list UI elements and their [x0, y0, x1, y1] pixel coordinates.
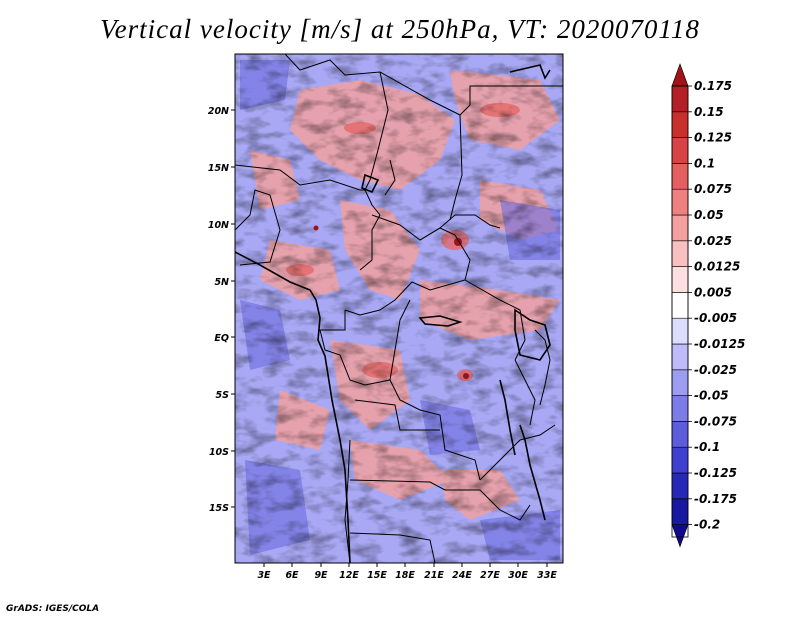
colorbar-swatch	[671, 240, 689, 267]
colorbar-swatch	[671, 63, 689, 87]
colorbar-label: -0.175	[694, 492, 737, 506]
lon-tick-label: 27E	[480, 570, 500, 581]
colorbar-frame	[671, 85, 689, 538]
colorbar-swatch	[671, 163, 689, 190]
plot-title: Vertical velocity [m/s] at 250hPa, VT: 2…	[100, 14, 700, 44]
lat-tick-label: EQ	[214, 333, 229, 344]
lon-axis	[263, 563, 548, 567]
colorbar-label: 0.125	[694, 131, 732, 145]
lat-tick-label: 10N	[208, 220, 229, 231]
colorbar-swatch	[671, 524, 689, 548]
lon-tick-label: 18E	[395, 570, 415, 581]
colorbar-label: 0.15	[694, 105, 724, 119]
lon-tick-label: 21E	[424, 570, 444, 581]
lat-tick-label: 10S	[209, 447, 229, 458]
colorbar-swatch	[671, 395, 689, 422]
lat-tick-label: 5N	[214, 277, 229, 288]
coastlines	[235, 64, 551, 563]
colorbar-swatch	[671, 343, 689, 371]
colorbar-swatch	[671, 188, 689, 216]
colorbar-label: -0.2	[694, 518, 720, 532]
colorbar-label: 0.005	[694, 285, 732, 299]
map-panel	[235, 54, 563, 563]
colorbar-label: -0.005	[694, 311, 737, 325]
colorbar-swatch	[671, 446, 689, 474]
colorbar-swatch	[671, 266, 689, 293]
colorbar-swatch	[671, 292, 689, 319]
lon-tick-label: 9E	[314, 570, 328, 581]
lon-tick-label: 33E	[537, 570, 557, 581]
field-texture	[235, 54, 563, 563]
colorbar-label: -0.05	[694, 389, 729, 403]
colorbar-label: 0.0125	[694, 260, 740, 274]
colorbar-swatch	[671, 369, 689, 396]
map-frame	[234, 53, 564, 564]
colorbar-label: -0.0125	[694, 337, 745, 351]
lon-tick-label: 15E	[367, 570, 387, 581]
colorbar-label: -0.025	[694, 363, 737, 377]
colorbar-swatch	[671, 214, 689, 242]
colorbar-label: 0.075	[694, 182, 732, 196]
colorbar-swatch	[671, 317, 689, 345]
lat-tick-label: 5S	[216, 390, 230, 401]
lat-tick-label: 15N	[208, 163, 229, 174]
lat-tick-label: 20N	[208, 106, 229, 117]
colorbar-swatch	[671, 111, 689, 138]
lon-tick-label: 3E	[257, 570, 271, 581]
lat-tick-label: 15S	[209, 503, 229, 514]
lon-tick-label: 12E	[339, 570, 359, 581]
colorbar-swatch	[671, 498, 689, 525]
colorbar	[671, 63, 689, 548]
lon-tick-label: 24E	[452, 570, 472, 581]
colorbar-label: 0.1	[694, 156, 715, 170]
colorbar-label: -0.075	[694, 414, 737, 428]
colorbar-label: 0.175	[694, 79, 732, 93]
colorbar-label: -0.1	[694, 440, 720, 454]
colorbar-swatch	[671, 137, 689, 164]
colorbar-label: 0.025	[694, 234, 732, 248]
grads-credit: GrADS: IGES/COLA	[6, 604, 100, 614]
lon-tick-label: 30E	[508, 570, 528, 581]
colorbar-swatch	[671, 421, 689, 448]
colorbar-swatch	[671, 472, 689, 500]
colorbar-swatch	[671, 85, 689, 113]
lon-tick-label: 6E	[285, 570, 299, 581]
colorbar-label: 0.05	[694, 208, 724, 222]
colorbar-label: -0.125	[694, 466, 737, 480]
lat-axis	[231, 109, 235, 508]
